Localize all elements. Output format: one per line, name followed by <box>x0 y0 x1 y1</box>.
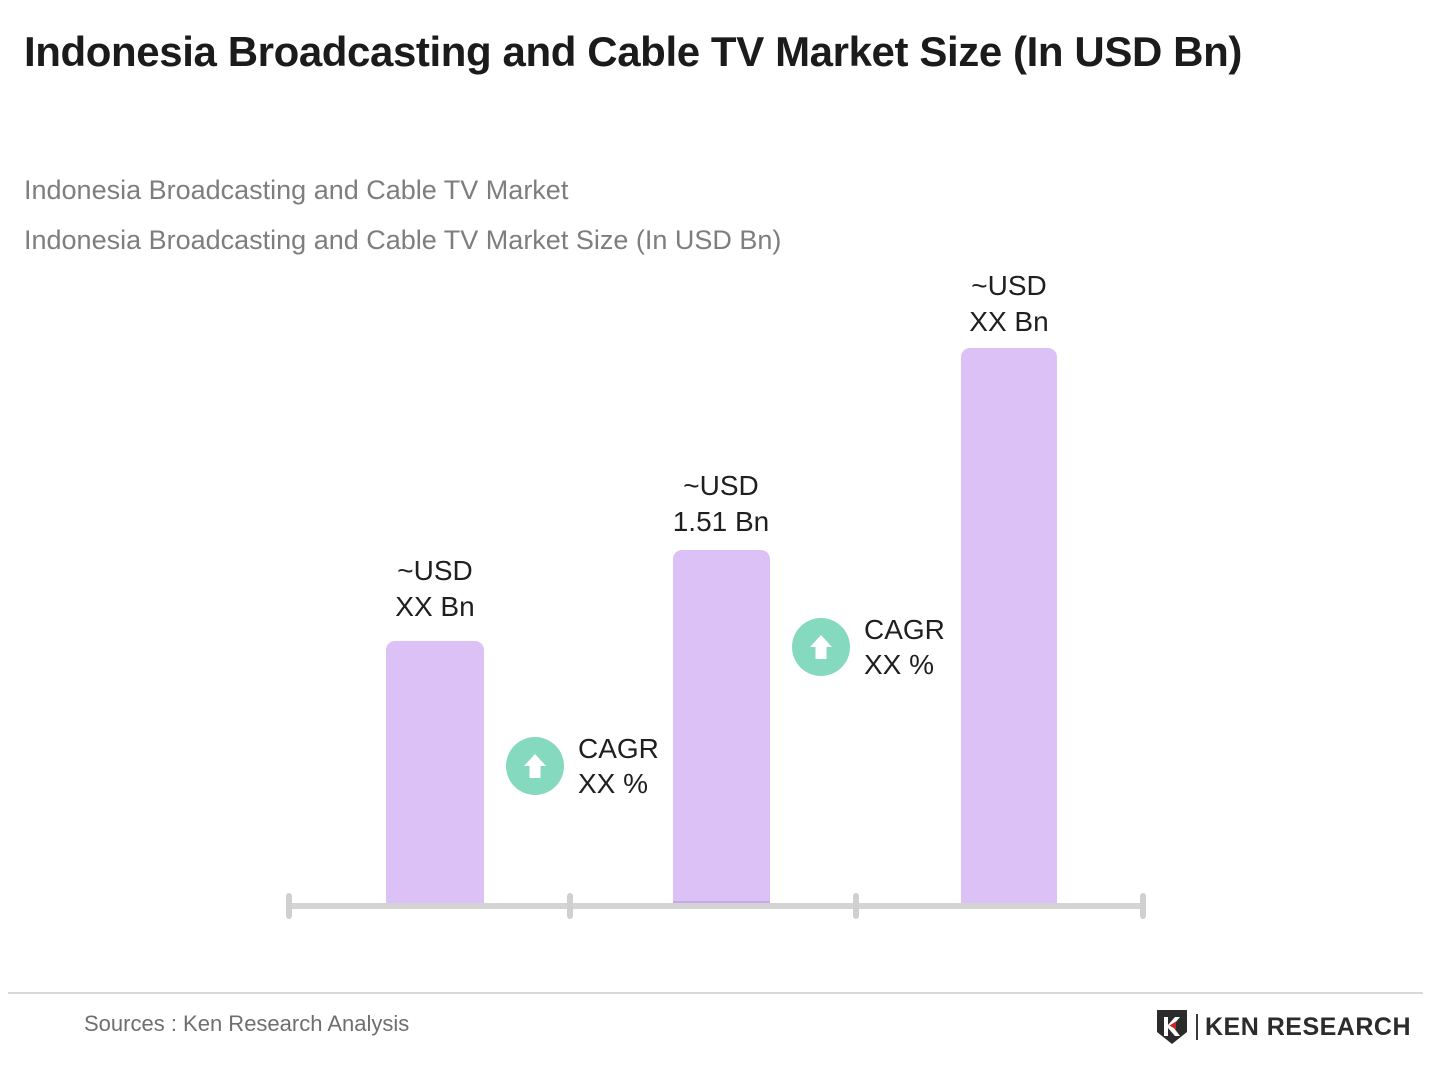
bar-category-1[interactable] <box>386 641 484 906</box>
bar-category-2[interactable] <box>673 550 770 906</box>
bar-category-3[interactable] <box>961 348 1057 906</box>
cagr-annotation-2-text: CAGR XX % <box>864 612 945 682</box>
bar-label-category-2: ~USD 1.51 Bn <box>641 468 801 540</box>
bar-label-category-3: ~USD XX Bn <box>929 268 1089 340</box>
x-axis-tick-start <box>286 893 292 919</box>
bar-label-category-1: ~USD XX Bn <box>355 553 515 625</box>
bar-label-category-1-line2: XX Bn <box>395 591 475 622</box>
arrow-up-icon <box>506 737 564 795</box>
cagr-annotation-2: CAGR XX % <box>792 612 945 682</box>
cagr-annotation-2-line1: CAGR <box>864 614 945 645</box>
source-note: Sources : Ken Research Analysis <box>84 1011 410 1036</box>
ken-research-shield-icon <box>1157 1010 1187 1044</box>
cagr-annotation-1: CAGR XX % <box>506 731 659 801</box>
footer-divider <box>8 992 1423 994</box>
cagr-annotation-1-text: CAGR XX % <box>578 731 659 801</box>
cagr-annotation-1-line1: CAGR <box>578 733 659 764</box>
subtitle-line-1: Indonesia Broadcasting and Cable TV Mark… <box>24 175 569 205</box>
bar-label-category-1-line1: ~USD <box>397 555 473 586</box>
x-axis-tick-2 <box>853 893 859 919</box>
cagr-annotation-2-line2: XX % <box>864 649 935 680</box>
page-title: Indonesia Broadcasting and Cable TV Mark… <box>24 28 1242 75</box>
logo-divider <box>1196 1014 1198 1040</box>
cagr-annotation-1-line2: XX % <box>578 768 649 799</box>
bar-label-category-3-line2: XX Bn <box>969 306 1049 337</box>
logo-text: KEN RESEARCH <box>1205 1012 1412 1041</box>
x-axis-line <box>289 903 1144 909</box>
arrow-up-icon <box>792 618 850 676</box>
subtitle-line-2: Indonesia Broadcasting and Cable TV Mark… <box>24 225 782 255</box>
bar-chart: ~USD XX Bn ~USD 1.51 Bn ~USD XX Bn CAGR … <box>286 268 1146 919</box>
bar-label-category-2-line1: ~USD <box>683 470 759 501</box>
x-axis-tick-1 <box>567 893 573 919</box>
x-axis-tick-end <box>1140 893 1146 919</box>
bar-label-category-3-line1: ~USD <box>971 270 1047 301</box>
bar-label-category-2-line2: 1.51 Bn <box>672 506 770 537</box>
ken-research-logo: KEN RESEARCH <box>1155 1008 1411 1046</box>
subtitle-block: Indonesia Broadcasting and Cable TV Mark… <box>24 165 1124 265</box>
